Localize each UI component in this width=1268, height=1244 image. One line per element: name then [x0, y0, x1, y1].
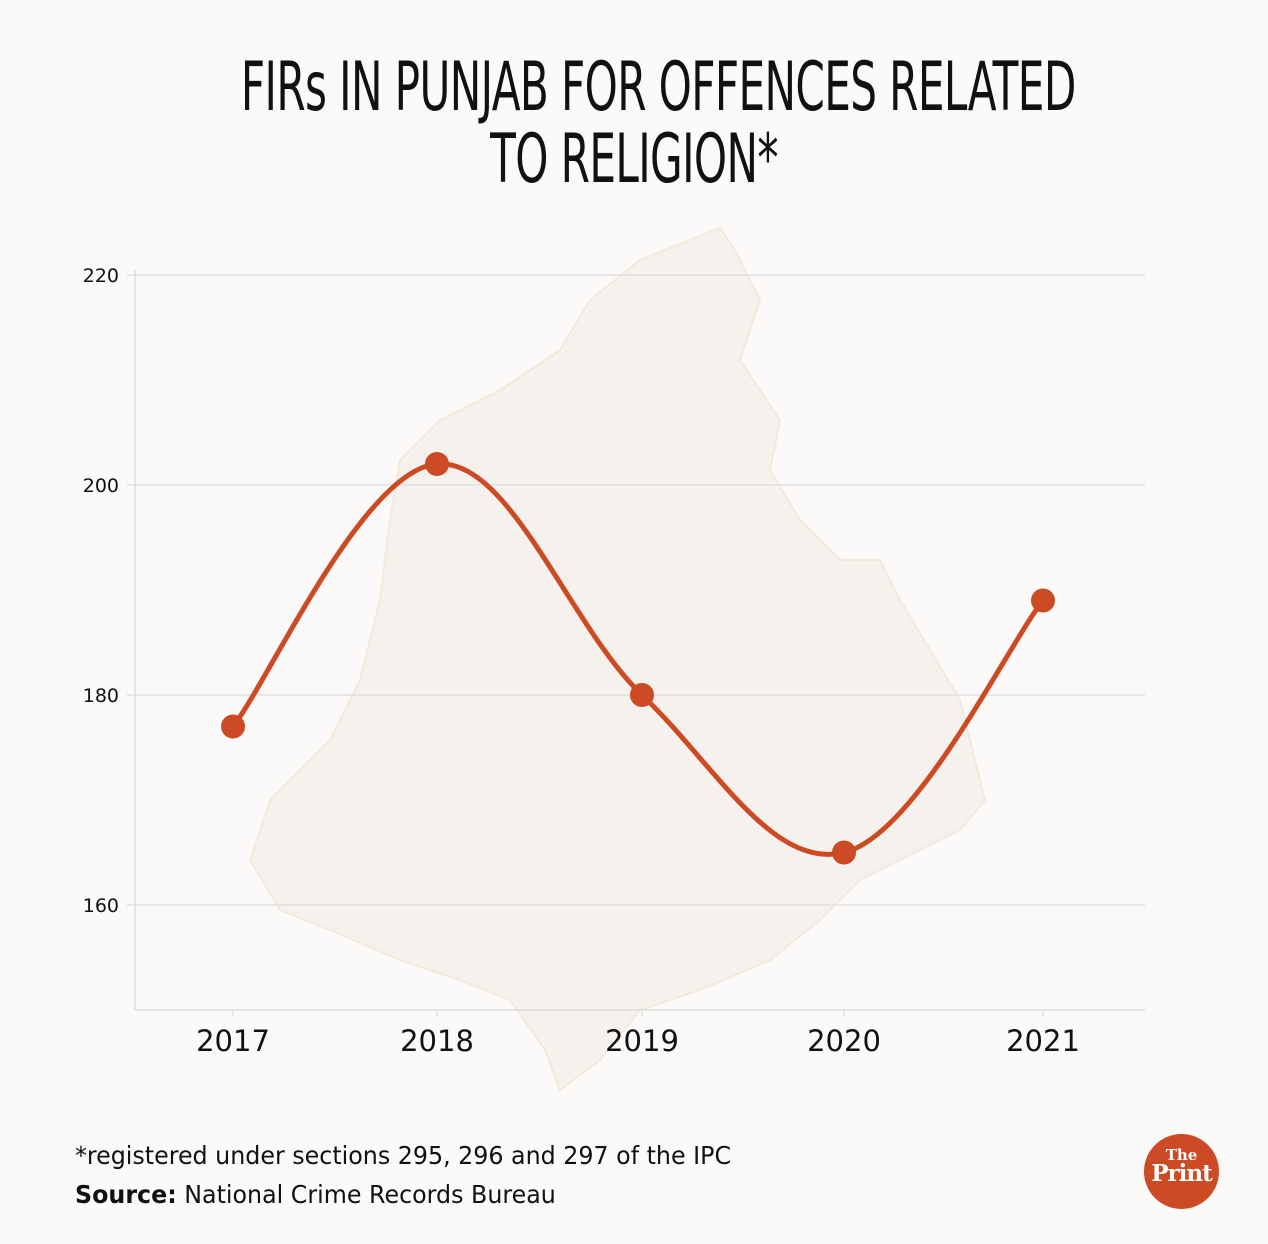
data-point-2019 [630, 683, 654, 707]
y-tick-label: 200 [83, 475, 119, 497]
y-tick-labels: 160 180 200 220 [83, 265, 119, 917]
data-point-2021 [1031, 588, 1055, 613]
x-ticks [232, 1010, 1044, 1016]
data-points [221, 452, 1055, 865]
y-tick-label: 160 [83, 895, 119, 917]
chart-title-line-2: TO RELIGION* [490, 120, 778, 199]
x-tick-label-2018: 2018 [400, 1024, 474, 1058]
chart-title: FIRs IN PUNJAB FOR OFFENCES RELATED TO R… [240, 48, 1076, 199]
y-tick-label: 220 [83, 265, 119, 287]
logo-text-print: Print [1151, 1160, 1213, 1187]
x-tick-label-2017: 2017 [196, 1024, 270, 1058]
x-tick-label-2021: 2021 [1006, 1024, 1080, 1058]
source-text: National Crime Records Bureau [176, 1180, 556, 1209]
series-line-firs [230, 461, 1046, 857]
chart-title-line-1: FIRs IN PUNJAB FOR OFFENCES RELATED [240, 48, 1076, 127]
logo-text-the: The [1165, 1146, 1198, 1164]
gridlines [127, 274, 1145, 906]
data-point-2020 [832, 840, 856, 865]
source-line: Source: National Crime Records Bureau [75, 1180, 556, 1209]
x-tick-labels: 2017 2018 2019 2020 2021 [196, 1024, 1080, 1058]
data-point-2018 [425, 452, 449, 476]
theprint-logo: The Print [1144, 1134, 1219, 1209]
y-tick-label: 180 [83, 685, 119, 707]
data-point-2017 [221, 714, 245, 739]
footnote: *registered under sections 295, 296 and … [75, 1141, 732, 1170]
source-label: Source: [75, 1180, 177, 1209]
x-tick-label-2020: 2020 [807, 1024, 881, 1058]
x-tick-label-2019: 2019 [605, 1024, 679, 1058]
